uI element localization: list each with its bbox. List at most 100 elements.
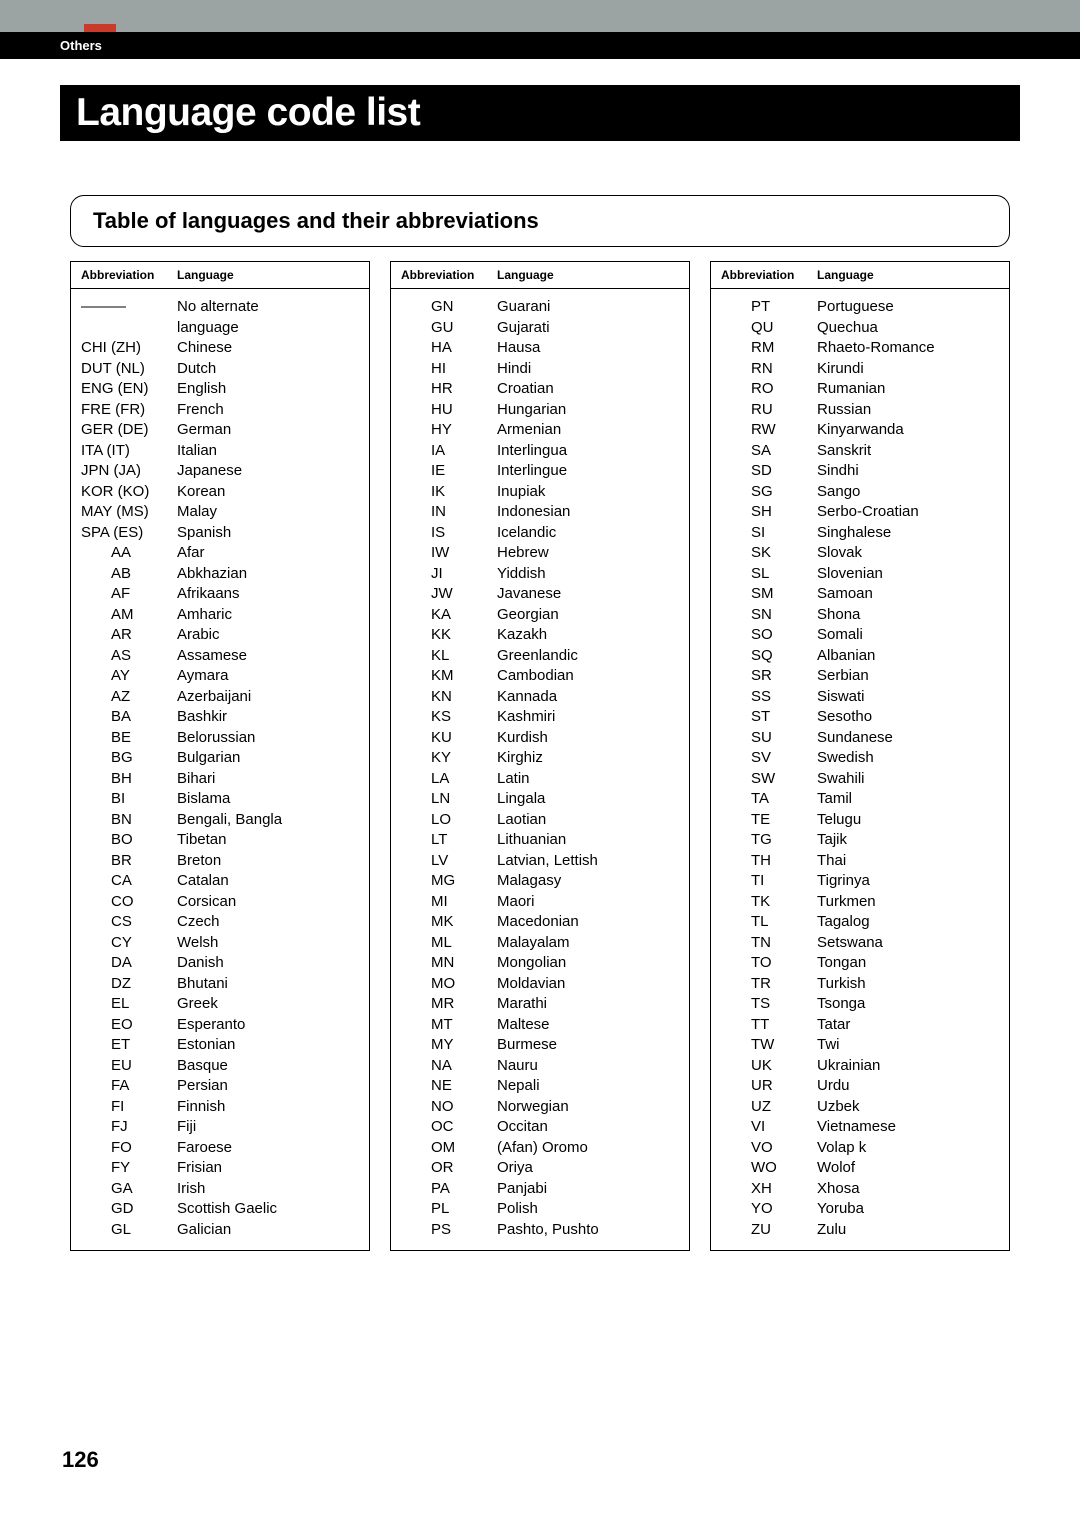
table-row: LALatin: [401, 769, 679, 790]
table-row: SLSlovenian: [721, 564, 999, 585]
lang-cell: Inupiak: [497, 482, 679, 503]
red-tab-marker: [84, 24, 116, 32]
lang-cell: Faroese: [177, 1138, 359, 1159]
table-row: SISinghalese: [721, 523, 999, 544]
abbr-cell: CY: [81, 933, 177, 954]
abbr-cell: TW: [721, 1035, 817, 1056]
lang-cell: Maltese: [497, 1015, 679, 1036]
lang-cell: Dutch: [177, 359, 359, 380]
table-row: KOR (KO)Korean: [81, 482, 359, 503]
lang-cell: Tamil: [817, 789, 999, 810]
table-row: AYAymara: [81, 666, 359, 687]
abbr-cell: LN: [401, 789, 497, 810]
table-row: SHSerbo-Croatian: [721, 502, 999, 523]
subtitle-box: Table of languages and their abbreviatio…: [70, 195, 1010, 247]
abbr-cell: PT: [721, 297, 817, 318]
table-row: YOYoruba: [721, 1199, 999, 1220]
lang-cell: Panjabi: [497, 1179, 679, 1200]
abbr-cell: XH: [721, 1179, 817, 1200]
header-abbreviation: Abbreviation: [81, 268, 177, 282]
lang-cell: language: [177, 318, 359, 339]
lang-cell: Finnish: [177, 1097, 359, 1118]
abbr-cell: HA: [401, 338, 497, 359]
abbr-cell: CHI (ZH): [81, 338, 177, 359]
lang-cell: Interlingua: [497, 441, 679, 462]
table-row: SOSomali: [721, 625, 999, 646]
lang-cell: Slovak: [817, 543, 999, 564]
table-row: CACatalan: [81, 871, 359, 892]
table-row: KSKashmiri: [401, 707, 679, 728]
table-row: NENepali: [401, 1076, 679, 1097]
lang-cell: Greek: [177, 994, 359, 1015]
abbr-cell: PL: [401, 1199, 497, 1220]
lang-cell: Georgian: [497, 605, 679, 626]
table-row: AAAfar: [81, 543, 359, 564]
lang-cell: Volap k: [817, 1138, 999, 1159]
table-row: BHBihari: [81, 769, 359, 790]
abbr-cell: RN: [721, 359, 817, 380]
abbr-cell: ITA (IT): [81, 441, 177, 462]
table-row: language: [81, 318, 359, 339]
abbr-cell: QU: [721, 318, 817, 339]
table-row: ETEstonian: [81, 1035, 359, 1056]
table-row: HUHungarian: [401, 400, 679, 421]
abbr-cell: CO: [81, 892, 177, 913]
lang-cell: Macedonian: [497, 912, 679, 933]
abbr-cell: KS: [401, 707, 497, 728]
lang-cell: Abkhazian: [177, 564, 359, 585]
abbr-cell: TO: [721, 953, 817, 974]
table-row: MOMoldavian: [401, 974, 679, 995]
lang-cell: Amharic: [177, 605, 359, 626]
abbr-cell: CA: [81, 871, 177, 892]
table-row: KUKurdish: [401, 728, 679, 749]
lang-cell: Norwegian: [497, 1097, 679, 1118]
table-row: TLTagalog: [721, 912, 999, 933]
lang-cell: Wolof: [817, 1158, 999, 1179]
table-row: ABAbkhazian: [81, 564, 359, 585]
table-row: KMCambodian: [401, 666, 679, 687]
lang-cell: (Afan) Oromo: [497, 1138, 679, 1159]
lang-cell: Bashkir: [177, 707, 359, 728]
table-row: SDSindhi: [721, 461, 999, 482]
abbr-cell: BO: [81, 830, 177, 851]
lang-cell: Indonesian: [497, 502, 679, 523]
table-row: OROriya: [401, 1158, 679, 1179]
abbr-cell: JW: [401, 584, 497, 605]
lang-cell: Tagalog: [817, 912, 999, 933]
abbr-cell: ZU: [721, 1220, 817, 1241]
table-row: FOFaroese: [81, 1138, 359, 1159]
table-row: TETelugu: [721, 810, 999, 831]
lang-cell: Bislama: [177, 789, 359, 810]
abbr-cell: UZ: [721, 1097, 817, 1118]
table-row: SRSerbian: [721, 666, 999, 687]
lang-cell: Singhalese: [817, 523, 999, 544]
lang-cell: Serbo-Croatian: [817, 502, 999, 523]
abbr-cell: IS: [401, 523, 497, 544]
table-row: AMAmharic: [81, 605, 359, 626]
lang-cell: English: [177, 379, 359, 400]
abbr-cell: BG: [81, 748, 177, 769]
table-row: KLGreenlandic: [401, 646, 679, 667]
lang-cell: Estonian: [177, 1035, 359, 1056]
table-row: GLGalician: [81, 1220, 359, 1241]
table-row: SMSamoan: [721, 584, 999, 605]
abbr-cell: ENG (EN): [81, 379, 177, 400]
abbr-cell: SI: [721, 523, 817, 544]
abbr-cell: SA: [721, 441, 817, 462]
abbr-cell: MO: [401, 974, 497, 995]
abbr-cell: AF: [81, 584, 177, 605]
table-row: PLPolish: [401, 1199, 679, 1220]
table-row: ———No alternate: [81, 297, 359, 318]
lang-cell: Kirundi: [817, 359, 999, 380]
table-row: AZAzerbaijani: [81, 687, 359, 708]
lang-cell: Latin: [497, 769, 679, 790]
lang-cell: Armenian: [497, 420, 679, 441]
lang-cell: Icelandic: [497, 523, 679, 544]
lang-cell: Afar: [177, 543, 359, 564]
table-row: MLMalayalam: [401, 933, 679, 954]
lang-cell: Slovenian: [817, 564, 999, 585]
lang-cell: Bhutani: [177, 974, 359, 995]
abbr-cell: AY: [81, 666, 177, 687]
table-row: IAInterlingua: [401, 441, 679, 462]
lang-cell: Lithuanian: [497, 830, 679, 851]
